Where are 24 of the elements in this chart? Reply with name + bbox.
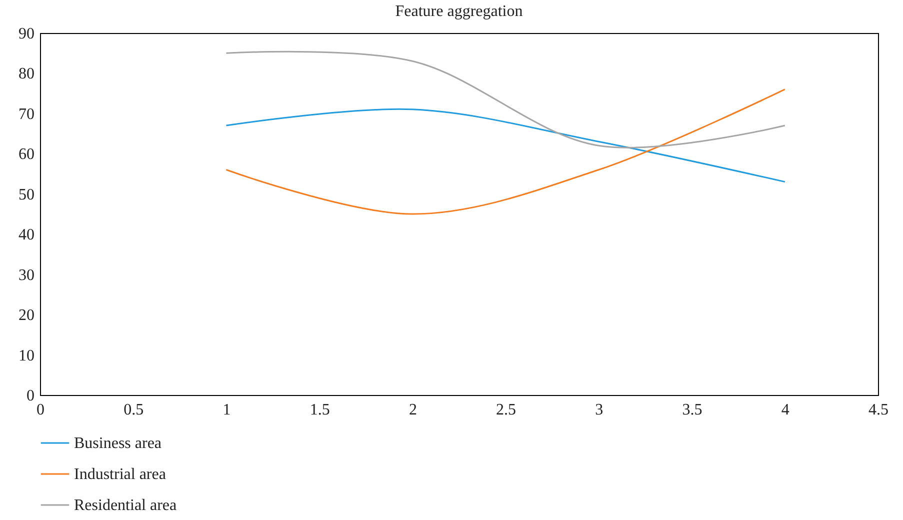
legend-label: Business area [74, 435, 162, 452]
x-tick-label: 2.5 [496, 402, 516, 418]
x-tick-label: 1 [222, 402, 231, 418]
legend-label: Residential area [74, 497, 177, 514]
legend-label: Industrial area [74, 466, 166, 483]
y-tick-label: 70 [18, 106, 34, 123]
x-tick-label: 4 [781, 402, 790, 418]
x-tick-label: 1.5 [310, 402, 330, 418]
line-series [225, 108, 786, 183]
y-tick-label: 20 [18, 307, 34, 324]
x-tick-label: 3.5 [682, 402, 702, 418]
y-tick-label: 0 [26, 388, 34, 404]
y-tick-label: 30 [18, 266, 34, 284]
y-tick-label: 40 [18, 226, 34, 244]
y-tick-label: 80 [18, 66, 34, 83]
x-tick-label: 3 [595, 402, 604, 418]
y-tick-label: 60 [18, 146, 34, 164]
chart-title: Feature aggregation [395, 3, 523, 20]
y-tick-label: 50 [18, 186, 34, 204]
y-tick-label: 10 [18, 347, 34, 364]
x-tick-label: 2 [408, 402, 417, 418]
x-tick-label: 0.5 [124, 402, 144, 418]
x-tick-label: 4.5 [868, 402, 888, 418]
y-tick-label: 90 [18, 26, 34, 42]
